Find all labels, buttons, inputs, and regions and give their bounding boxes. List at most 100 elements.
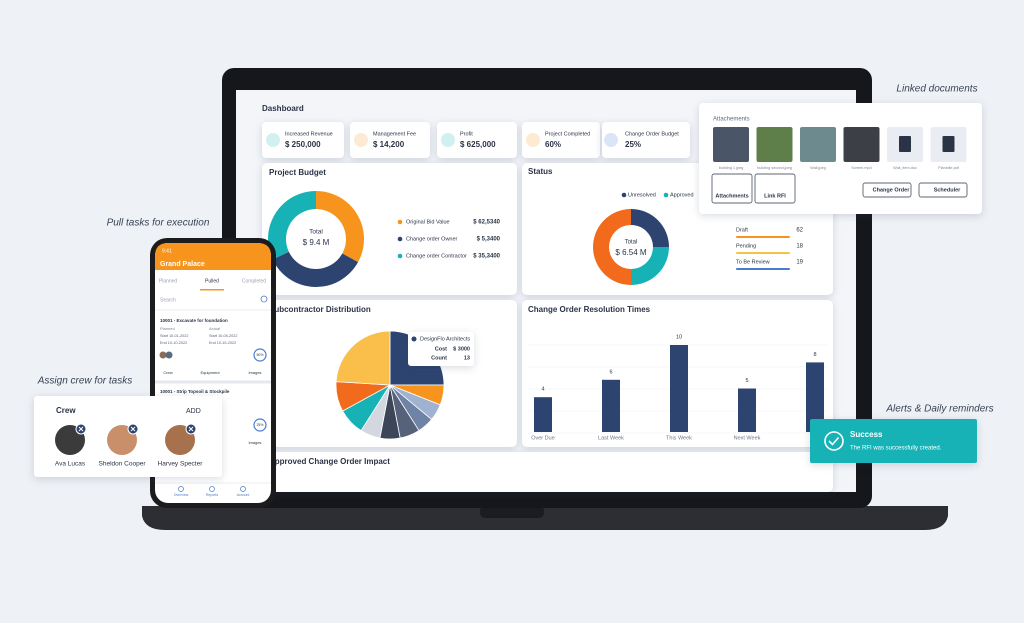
kpi-card [350, 122, 430, 158]
tab: Planned [159, 278, 178, 284]
button[interactable] [918, 182, 968, 198]
crew-add[interactable]: ADD [186, 408, 201, 415]
phone-header [155, 243, 271, 270]
kpi-icon [526, 133, 540, 147]
button[interactable] [862, 182, 912, 198]
kpi-label: Project Completed [545, 131, 590, 137]
x-tick-label: This Week [666, 435, 692, 441]
bar-value: 4 [541, 387, 544, 393]
task-label: Actual [209, 326, 220, 331]
laptop-notch [480, 506, 544, 518]
legend-label: Approved [670, 192, 694, 198]
kpi-icon [266, 133, 280, 147]
kpi-card [602, 122, 690, 158]
remove-x [130, 426, 136, 432]
nav-label: Reports [206, 493, 219, 497]
kpi-icon [604, 133, 618, 147]
bar [738, 388, 756, 432]
button-label[interactable]: Attachments [715, 193, 748, 199]
donut-segment [631, 209, 669, 247]
status-value: 19 [796, 260, 803, 266]
file-icon [942, 136, 955, 152]
kpi-value: $ 250,000 [285, 140, 321, 149]
remove-x [188, 426, 194, 432]
legend-dot [663, 192, 669, 198]
remove-x [78, 426, 84, 432]
tooltip-label: Cost [435, 346, 447, 352]
thumbnail [756, 127, 793, 162]
task-date: Start 10-05-2022 [209, 334, 238, 338]
file-icon [899, 136, 911, 152]
annotation: Linked documents [896, 84, 977, 95]
annotation: Assign crew for tasks [37, 376, 132, 387]
annotation: Pull tasks for execution [107, 218, 210, 229]
donut-segment [272, 251, 359, 287]
laptop-base [142, 506, 948, 530]
task-title: 10001 - Excavate for foundation [160, 318, 228, 323]
popup-title: Attachements [713, 117, 750, 123]
annotation: Alerts & Daily reminders [885, 404, 993, 415]
thumbnail [800, 127, 836, 162]
task-title: 10001 - Strip Topsoil & Stockpile [160, 389, 230, 394]
avatar [165, 351, 173, 359]
donut-label: Total [625, 240, 638, 246]
file-name: building 1.jpeg [719, 166, 744, 170]
x-tick-label: Over Due [531, 435, 555, 441]
tooltip-value: $ 3000 [453, 346, 470, 352]
tooltip [408, 332, 474, 366]
status-value: 18 [796, 244, 803, 250]
toast-title: Success [850, 430, 883, 439]
kpi-label: Management Fee [373, 131, 416, 137]
kpi-card [262, 122, 344, 158]
status-bar [736, 252, 790, 254]
tooltip-label: Count [431, 355, 447, 361]
button-label[interactable]: Change Order [873, 187, 911, 193]
search: Search [160, 297, 176, 303]
donut-label: Total [309, 229, 323, 236]
bar [602, 379, 620, 432]
donut-total: $ 6.54 M [615, 248, 646, 257]
task-button: Images [248, 370, 261, 375]
crew-name: Harvey Specter [158, 461, 204, 468]
button[interactable] [754, 173, 796, 204]
status-label: Draft [736, 227, 748, 233]
file-name: building second.jpeg [757, 166, 792, 170]
kpi-icon [441, 133, 455, 147]
legend-label: Unresolved [628, 192, 656, 198]
card-title: Approved Change Order Impact [269, 457, 390, 466]
card-title: Status [528, 167, 553, 176]
file-name: Wall_item.doc [893, 166, 917, 170]
button-label[interactable]: Scheduler [934, 187, 961, 193]
status-value: 62 [796, 228, 803, 234]
card-title: Change Order Resolution Times [528, 305, 651, 314]
task-button: Crew [163, 370, 172, 375]
legend-dot [397, 219, 403, 225]
crew-name: Ava Lucas [55, 461, 86, 468]
bar-value: 5 [745, 378, 748, 384]
file-name: Screen.mp4 [851, 166, 871, 170]
nav-label: Account [237, 493, 250, 497]
kpi-card [437, 122, 517, 158]
progress: 25% [256, 423, 263, 427]
legend-label: Change order Contractor [406, 253, 467, 259]
x-tick-label: Next Week [734, 435, 761, 441]
crew-title: Crew [56, 406, 76, 415]
tooltip-value: 13 [464, 355, 470, 361]
status-label: Pending [736, 243, 756, 249]
tab-underline [200, 289, 224, 291]
kpi-value: 25% [625, 140, 641, 149]
legend-dot [397, 253, 403, 259]
bar [806, 362, 824, 432]
button[interactable] [711, 173, 753, 204]
legend-value: $ 62,5340 [473, 220, 500, 226]
thumbnail [843, 127, 880, 162]
task-date: End 10-15-2022 [209, 341, 236, 345]
progress-ring [253, 418, 267, 432]
card-title: Project Budget [269, 168, 326, 177]
status-label: To Be Review [736, 259, 770, 265]
kpi-label: Increased Revenue [285, 131, 333, 137]
button-label[interactable]: Link RFI [764, 193, 786, 199]
toast-message: The RFI was successfully created. [850, 446, 942, 452]
nav-icon [240, 486, 246, 492]
